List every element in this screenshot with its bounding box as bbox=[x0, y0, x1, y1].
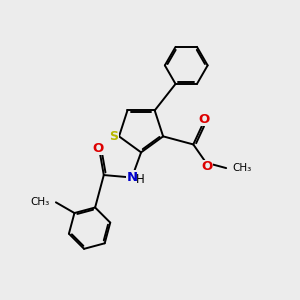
Text: O: O bbox=[198, 113, 209, 126]
Text: H: H bbox=[136, 173, 145, 186]
Text: S: S bbox=[109, 130, 118, 143]
Text: O: O bbox=[201, 160, 212, 173]
Text: CH₃: CH₃ bbox=[233, 163, 252, 173]
Text: CH₃: CH₃ bbox=[30, 197, 50, 207]
Text: N: N bbox=[126, 171, 137, 184]
Text: O: O bbox=[93, 142, 104, 154]
